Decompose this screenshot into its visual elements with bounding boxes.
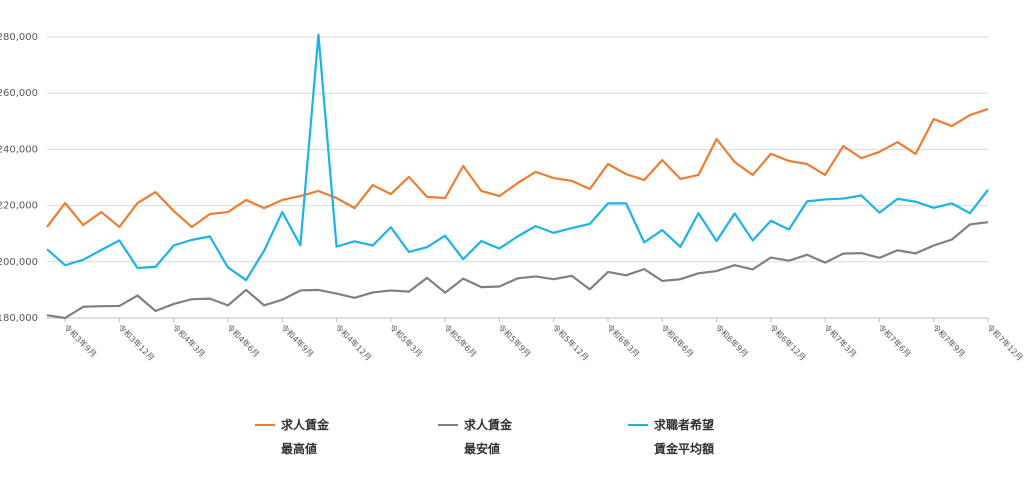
y-tick-label: 240,000 bbox=[0, 144, 38, 155]
x-tick-label: 令和5年3月 bbox=[388, 322, 425, 359]
legend-label: 求人賃金 最安値 bbox=[464, 418, 513, 456]
x-tick-label: 令和6年9月 bbox=[713, 322, 750, 359]
legend-item: 求人賃金 最高値 bbox=[255, 416, 329, 461]
x-tick-label: 令和4年9月 bbox=[279, 322, 316, 359]
x-tick-label: 令和5年12月 bbox=[551, 322, 592, 363]
x-tick-label: 令和4年3月 bbox=[170, 322, 207, 359]
x-tick-label: 令和4年6月 bbox=[225, 322, 262, 359]
y-tick-label: 260,000 bbox=[0, 88, 38, 99]
series-line bbox=[46, 107, 989, 229]
legend-label: 求職者希望 賃金平均額 bbox=[654, 418, 715, 456]
legend-swatch bbox=[438, 424, 458, 426]
chart: 180,000 200,000 220,000 240,000 260,000 280,0… bbox=[0, 32, 1024, 363]
x-tick-label: 令和7年12月 bbox=[985, 322, 1024, 363]
x-tick-label: 令和5年6月 bbox=[442, 322, 479, 359]
x-tick-label: 令和7年3月 bbox=[822, 322, 859, 359]
legend-label: 求人賃金 最高値 bbox=[281, 418, 330, 456]
x-tick-label: 令和3年9月 bbox=[62, 322, 99, 359]
x-tick-label: 令和3年12月 bbox=[116, 322, 157, 363]
x-tick-label: 令和7年6月 bbox=[876, 322, 913, 359]
x-tick-label: 令和6年3月 bbox=[605, 322, 642, 359]
series-line bbox=[46, 33, 989, 282]
legend-swatch bbox=[255, 424, 275, 426]
x-tick-label: 令和7年9月 bbox=[931, 322, 968, 359]
legend-swatch bbox=[628, 424, 648, 426]
x-tick-label: 令和6年12月 bbox=[768, 322, 809, 363]
y-tick-label: 220,000 bbox=[0, 201, 38, 212]
x-tick-label: 令和4年12月 bbox=[333, 322, 374, 363]
y-tick-label: 280,000 bbox=[0, 32, 38, 43]
x-tick-label: 令和5年9月 bbox=[496, 322, 533, 359]
series-line bbox=[46, 221, 989, 320]
legend-item: 求職者希望 賃金平均額 bbox=[628, 416, 714, 461]
legend-item: 求人賃金 最安値 bbox=[438, 416, 512, 461]
x-tick-label: 令和6年6月 bbox=[659, 322, 696, 359]
y-tick-label: 180,000 bbox=[0, 313, 38, 324]
y-tick-label: 200,000 bbox=[0, 257, 38, 268]
